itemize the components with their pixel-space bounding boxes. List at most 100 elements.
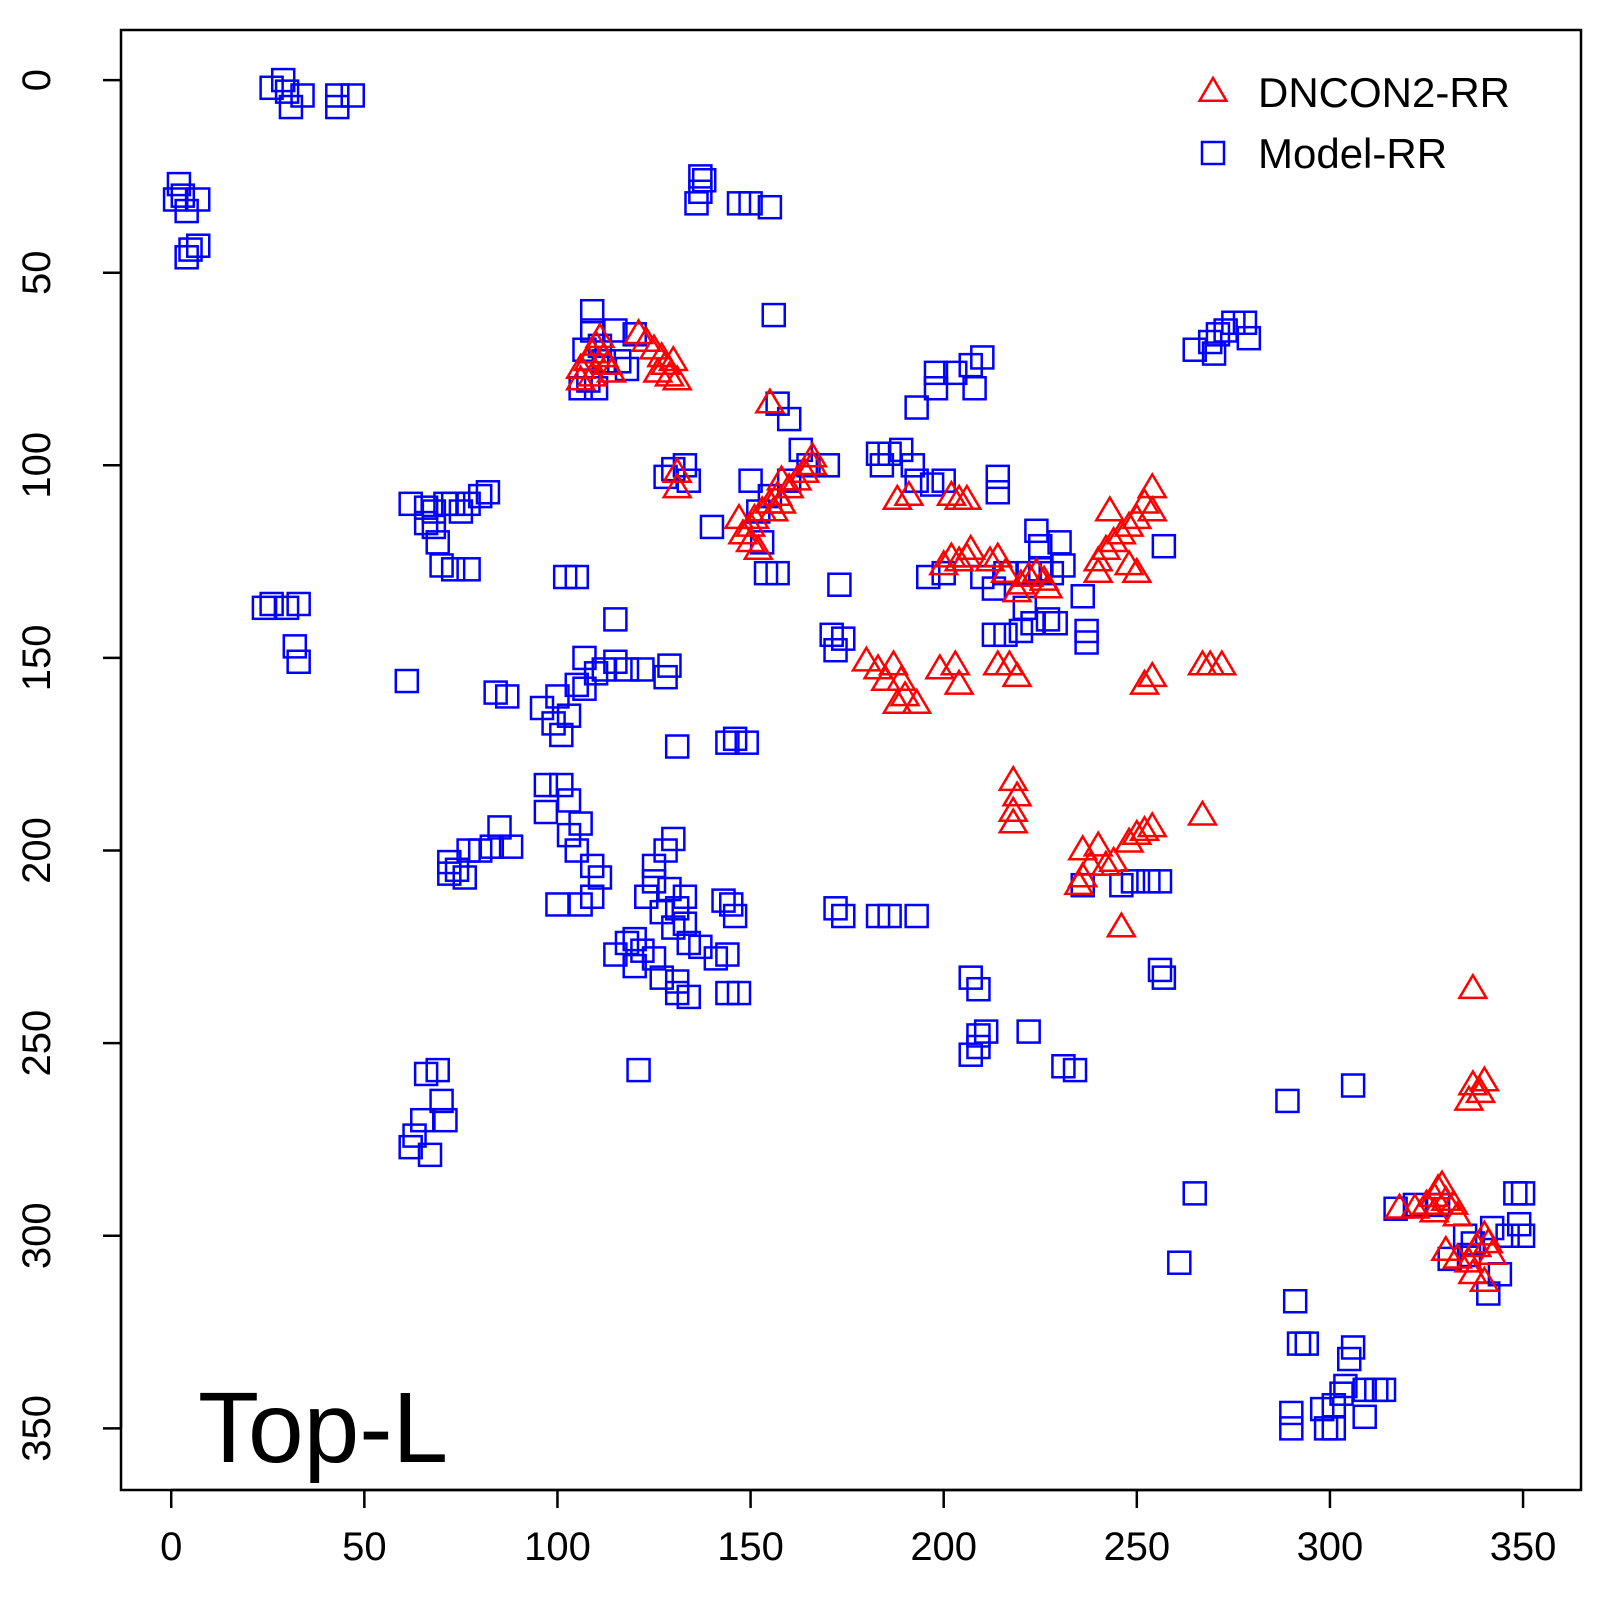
point-model-rr	[1043, 610, 1068, 636]
point-model-rr	[923, 360, 949, 386]
point-model-rr	[1047, 530, 1072, 555]
point-model-rr	[437, 861, 462, 886]
point-dncon2-rr	[765, 487, 798, 514]
point-dncon2-rr	[850, 645, 883, 672]
point-dncon2-rr	[565, 364, 597, 391]
point-model-rr	[1182, 1181, 1208, 1206]
point-model-rr	[900, 453, 926, 478]
y-tick-label: 250	[15, 1010, 59, 1077]
point-dncon2-rr	[1468, 1265, 1501, 1292]
point-dncon2-rr	[1001, 575, 1033, 603]
point-dncon2-rr	[773, 471, 805, 499]
point-model-rr	[653, 664, 678, 690]
point-model-rr	[1340, 1073, 1366, 1098]
point-model-rr	[966, 976, 991, 1002]
point-model-rr	[765, 560, 790, 586]
point-model-rr	[556, 822, 582, 848]
point-model-rr	[684, 191, 709, 216]
point-dncon2-rr	[781, 464, 813, 491]
point-dncon2-rr	[642, 356, 674, 383]
point-model-rr	[564, 564, 590, 590]
point-model-rr	[479, 834, 505, 859]
point-dncon2-rr	[951, 483, 983, 510]
x-tick-label: 300	[1297, 1525, 1364, 1569]
point-dncon2-rr	[1457, 1257, 1489, 1285]
point-model-rr	[1279, 1416, 1304, 1441]
point-dncon2-rr	[1453, 1246, 1485, 1273]
legend-marker-dncon2-rr	[1197, 75, 1229, 102]
point-dncon2-rr	[1383, 1192, 1416, 1219]
point-dncon2-rr	[870, 664, 902, 691]
point-dncon2-rr	[565, 352, 597, 379]
point-dncon2-rr	[584, 321, 616, 349]
point-dncon2-rr	[1441, 1200, 1473, 1227]
point-model-rr	[1167, 1250, 1192, 1275]
point-model-rr	[1035, 607, 1061, 632]
point-dncon2-rr	[661, 456, 693, 483]
point-model-rr	[715, 942, 740, 967]
point-dncon2-rr	[1013, 560, 1045, 587]
point-dncon2-rr	[723, 502, 755, 530]
point-dncon2-rr	[1476, 1238, 1508, 1265]
point-model-rr	[587, 865, 613, 890]
point-model-rr	[672, 884, 698, 910]
x-tick-label: 100	[524, 1525, 591, 1569]
point-model-rr	[1371, 1377, 1397, 1403]
point-model-rr	[1282, 1288, 1308, 1314]
point-model-rr	[734, 730, 759, 755]
point-dncon2-rr	[1121, 818, 1153, 846]
point-dncon2-rr	[796, 448, 828, 476]
point-model-rr	[738, 468, 763, 493]
point-dncon2-rr	[758, 495, 790, 522]
point-model-rr	[467, 483, 493, 509]
point-model-rr	[931, 468, 956, 493]
point-model-rr	[722, 903, 748, 929]
point-model-rr	[831, 903, 856, 929]
x-tick-label: 150	[717, 1525, 784, 1569]
point-dncon2-rr	[1430, 1184, 1462, 1212]
point-dncon2-rr	[943, 668, 975, 695]
point-model-rr	[877, 903, 902, 929]
point-model-rr	[1352, 1404, 1377, 1430]
point-model-rr	[421, 514, 447, 540]
point-model-rr	[1279, 1400, 1304, 1426]
point-model-rr	[579, 298, 605, 324]
point-dncon2-rr	[997, 795, 1029, 822]
point-model-rr	[904, 468, 929, 493]
point-model-rr	[1275, 1088, 1300, 1114]
point-dncon2-rr	[1121, 502, 1153, 530]
point-model-rr	[579, 884, 605, 910]
point-model-rr	[649, 965, 674, 990]
point-model-rr	[626, 1057, 651, 1083]
point-model-rr	[904, 903, 929, 929]
point-model-rr	[823, 896, 848, 921]
point-dncon2-rr	[1136, 810, 1168, 838]
point-model-rr	[286, 591, 311, 617]
point-model-rr	[1236, 325, 1262, 351]
point-dncon2-rr	[982, 541, 1014, 568]
point-dncon2-rr	[1128, 668, 1161, 695]
point-dncon2-rr	[1186, 799, 1219, 826]
point-model-rr	[1120, 869, 1146, 894]
point-model-rr	[549, 772, 574, 798]
x-tick-label: 350	[1490, 1525, 1557, 1569]
point-model-rr	[440, 491, 466, 517]
point-model-rr	[1062, 1057, 1088, 1083]
point-dncon2-rr	[901, 687, 933, 715]
point-model-rr	[1008, 618, 1034, 644]
point-model-rr	[904, 395, 929, 420]
point-model-rr	[1151, 965, 1177, 990]
point-model-rr	[993, 622, 1018, 648]
y-tick-label: 300	[15, 1202, 59, 1269]
point-model-rr	[448, 499, 474, 524]
point-model-rr	[1510, 1181, 1536, 1206]
point-dncon2-rr	[1136, 660, 1168, 688]
point-model-rr	[672, 911, 698, 936]
point-model-rr	[915, 564, 941, 590]
point-model-rr	[429, 1088, 454, 1114]
point-model-rr	[1340, 1335, 1366, 1360]
point-model-rr	[966, 1034, 991, 1060]
point-model-rr	[452, 865, 478, 890]
point-model-rr	[622, 953, 647, 979]
point-model-rr	[943, 360, 968, 386]
